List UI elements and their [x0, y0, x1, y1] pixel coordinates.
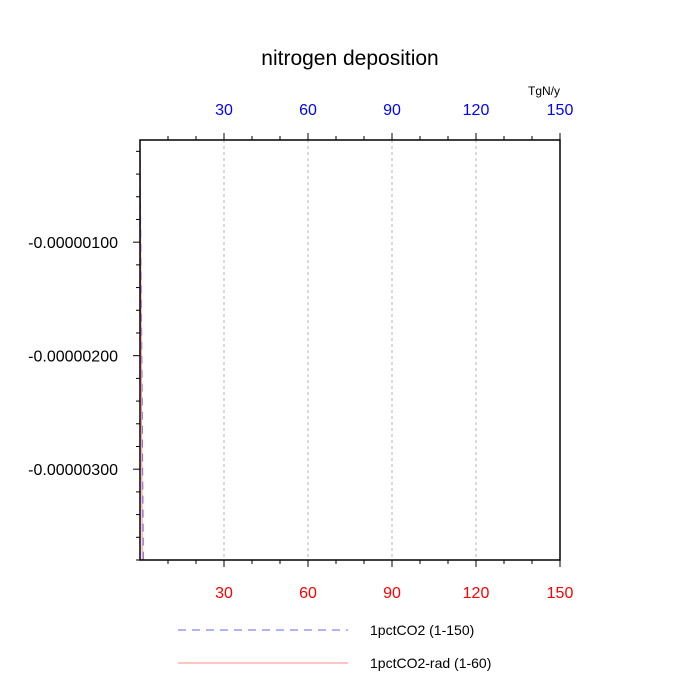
axes-layer: 30 60 90 120 150 30 60 90 120 150 -0.00000100 -0.00…	[28, 102, 573, 602]
legend-label: 1pctCO2 (1-150)	[370, 622, 474, 638]
x-top-tick-label: 30	[215, 102, 233, 119]
x-top-tick-label: 150	[547, 102, 574, 119]
x-bottom-tick-label: 150	[547, 585, 574, 602]
x-top-tick-label: 90	[383, 102, 401, 119]
legend: 1pctCO2 (1-150) 1pctCO2-rad (1-60)	[178, 622, 491, 671]
grid-layer	[223, 140, 477, 560]
x-bottom-tick-label: 90	[383, 585, 401, 602]
y-tick-label: -0.00000200	[28, 349, 118, 366]
y-tick-label: -0.00000300	[28, 462, 118, 479]
y-tick-label: -0.00000100	[28, 235, 118, 252]
x-bottom-tick-label: 120	[463, 585, 490, 602]
legend-label: 1pctCO2-rad (1-60)	[370, 655, 491, 671]
chart-title: nitrogen deposition	[261, 47, 438, 70]
units-label: TgN/y	[528, 84, 560, 98]
x-bottom-tick-label: 60	[299, 585, 317, 602]
x-top-tick-label: 120	[463, 102, 490, 119]
x-bottom-tick-label: 30	[215, 585, 233, 602]
plot-frame	[139, 139, 561, 561]
x-top-tick-label: 60	[299, 102, 317, 119]
